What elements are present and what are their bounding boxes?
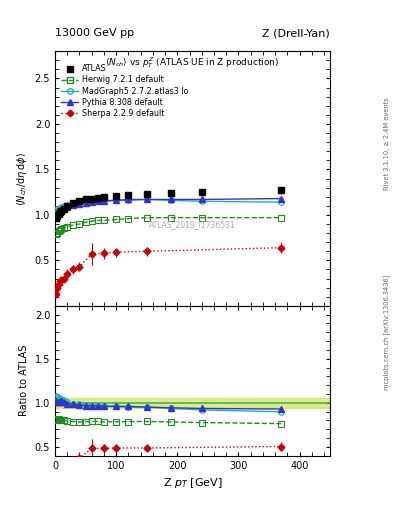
- Text: Rivet 3.1.10, ≥ 2.4M events: Rivet 3.1.10, ≥ 2.4M events: [384, 97, 390, 190]
- Legend: ATLAS, Herwig 7.2.1 default, MadGraph5 2.7.2.atlas3 lo, Pythia 8.308 default, Sh: ATLAS, Herwig 7.2.1 default, MadGraph5 2…: [59, 63, 190, 119]
- Text: ATLAS_2019_I1736531: ATLAS_2019_I1736531: [149, 220, 236, 229]
- X-axis label: Z $p_T$ [GeV]: Z $p_T$ [GeV]: [163, 476, 222, 490]
- Text: mcplots.cern.ch [arXiv:1306.3436]: mcplots.cern.ch [arXiv:1306.3436]: [384, 275, 391, 391]
- Bar: [55, 397, 330, 408]
- Text: Z (Drell-Yan): Z (Drell-Yan): [263, 28, 330, 38]
- Text: 13000 GeV pp: 13000 GeV pp: [55, 28, 134, 38]
- Y-axis label: $\langle N_{ch}/\mathrm{d}\eta\,\mathrm{d}\phi\rangle$: $\langle N_{ch}/\mathrm{d}\eta\,\mathrm{…: [15, 152, 29, 206]
- Text: $\langle N_{ch}\rangle$ vs $p_T^Z$ (ATLAS UE in Z production): $\langle N_{ch}\rangle$ vs $p_T^Z$ (ATLA…: [105, 55, 280, 70]
- Y-axis label: Ratio to ATLAS: Ratio to ATLAS: [19, 345, 29, 416]
